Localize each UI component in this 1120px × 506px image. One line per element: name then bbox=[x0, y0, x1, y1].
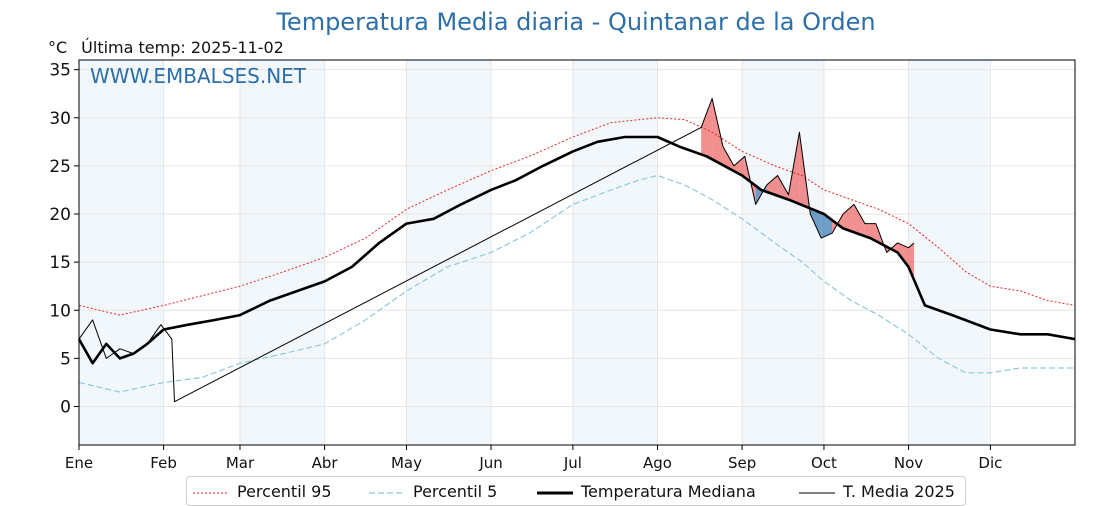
y-tick-label: 35 bbox=[49, 61, 71, 81]
y-tick-label: 10 bbox=[49, 301, 71, 321]
legend-item-p5: Percentil 5 bbox=[369, 482, 497, 501]
y-tick-label: 20 bbox=[49, 205, 71, 225]
tick-labels: 0 5 10 15 20 25 30 35 Ene Feb Mar Abr May Jun Jul Ago Se… bbox=[49, 61, 1002, 472]
month-band bbox=[239, 60, 325, 445]
x-tick-label: Feb bbox=[150, 454, 177, 472]
month-band bbox=[742, 60, 824, 445]
x-tick-label: May bbox=[391, 454, 422, 472]
anomaly-fill-warm bbox=[843, 204, 854, 233]
watermark: WWW.EMBALSES.NET bbox=[90, 64, 307, 88]
month-band bbox=[908, 60, 991, 445]
series-line-mediana bbox=[77, 135, 1076, 365]
legend-swatch-tmedia bbox=[799, 492, 835, 493]
anomaly-fill-warm bbox=[908, 242, 915, 280]
y-tick-label: 0 bbox=[60, 398, 71, 418]
legend-item-mediana: Temperatura Mediana bbox=[537, 482, 756, 501]
x-tick-label: Ene bbox=[65, 454, 93, 472]
anomaly-fill-warm bbox=[897, 242, 909, 267]
anomaly-fill-warm bbox=[701, 98, 713, 160]
series-line-percentil-5 bbox=[78, 174, 1075, 393]
legend-label: T. Media 2025 bbox=[843, 482, 955, 501]
legend-item-p95: Percentil 95 bbox=[193, 482, 332, 501]
series-line-percentil-95 bbox=[78, 117, 1076, 316]
x-tick-label: Sep bbox=[728, 454, 756, 472]
chart-meta: °C Última temp: 2025-11-02 bbox=[48, 38, 284, 57]
legend-swatch-mediana bbox=[537, 491, 573, 494]
legend-swatch-p5 bbox=[369, 491, 405, 494]
anomaly-fill-cold bbox=[810, 208, 822, 239]
series-lines bbox=[77, 98, 1076, 403]
series-line-media-2025 bbox=[78, 98, 915, 403]
y-tick-label: 5 bbox=[60, 349, 71, 369]
month-bands bbox=[79, 60, 991, 445]
month-band bbox=[572, 60, 658, 445]
y-tick-label: 30 bbox=[49, 109, 71, 129]
y-tick-label: 25 bbox=[49, 157, 71, 177]
legend-item-tmedia: T. Media 2025 bbox=[799, 482, 955, 501]
last-temp-label: Última temp: 2025-11-02 bbox=[81, 38, 284, 57]
anomaly-fill-warm bbox=[777, 175, 789, 200]
legend-label: Temperatura Mediana bbox=[581, 482, 756, 501]
y-tick-label: 15 bbox=[49, 253, 71, 273]
anomaly-fill-warm bbox=[853, 204, 865, 237]
anomaly-fill-warm bbox=[766, 175, 778, 196]
x-tick-label: Abr bbox=[312, 454, 339, 472]
legend: Percentil 95 Percentil 5 Temperatura Med… bbox=[186, 476, 966, 506]
month-band bbox=[406, 60, 492, 445]
anomaly-fill-warm bbox=[712, 98, 723, 166]
x-tick-label: Nov bbox=[894, 454, 923, 472]
x-tick-label: Mar bbox=[226, 454, 255, 472]
anomaly-fill-warm bbox=[722, 146, 734, 172]
legend-swatch-p95 bbox=[193, 492, 229, 493]
x-tick-label: Jun bbox=[478, 454, 502, 472]
plot-frame bbox=[78, 59, 1076, 446]
month-band bbox=[79, 60, 164, 445]
unit-label: °C bbox=[48, 38, 68, 57]
axes bbox=[74, 59, 1076, 450]
legend-label: Percentil 5 bbox=[413, 482, 498, 501]
x-tick-label: Ago bbox=[643, 454, 672, 472]
x-tick-label: Oct bbox=[811, 454, 837, 472]
x-tick-label: Jul bbox=[563, 454, 582, 472]
x-tick-label: Dic bbox=[978, 454, 1002, 472]
chart-title: Temperatura Media diaria - Quintanar de … bbox=[276, 8, 876, 36]
legend-label: Percentil 95 bbox=[237, 482, 332, 501]
